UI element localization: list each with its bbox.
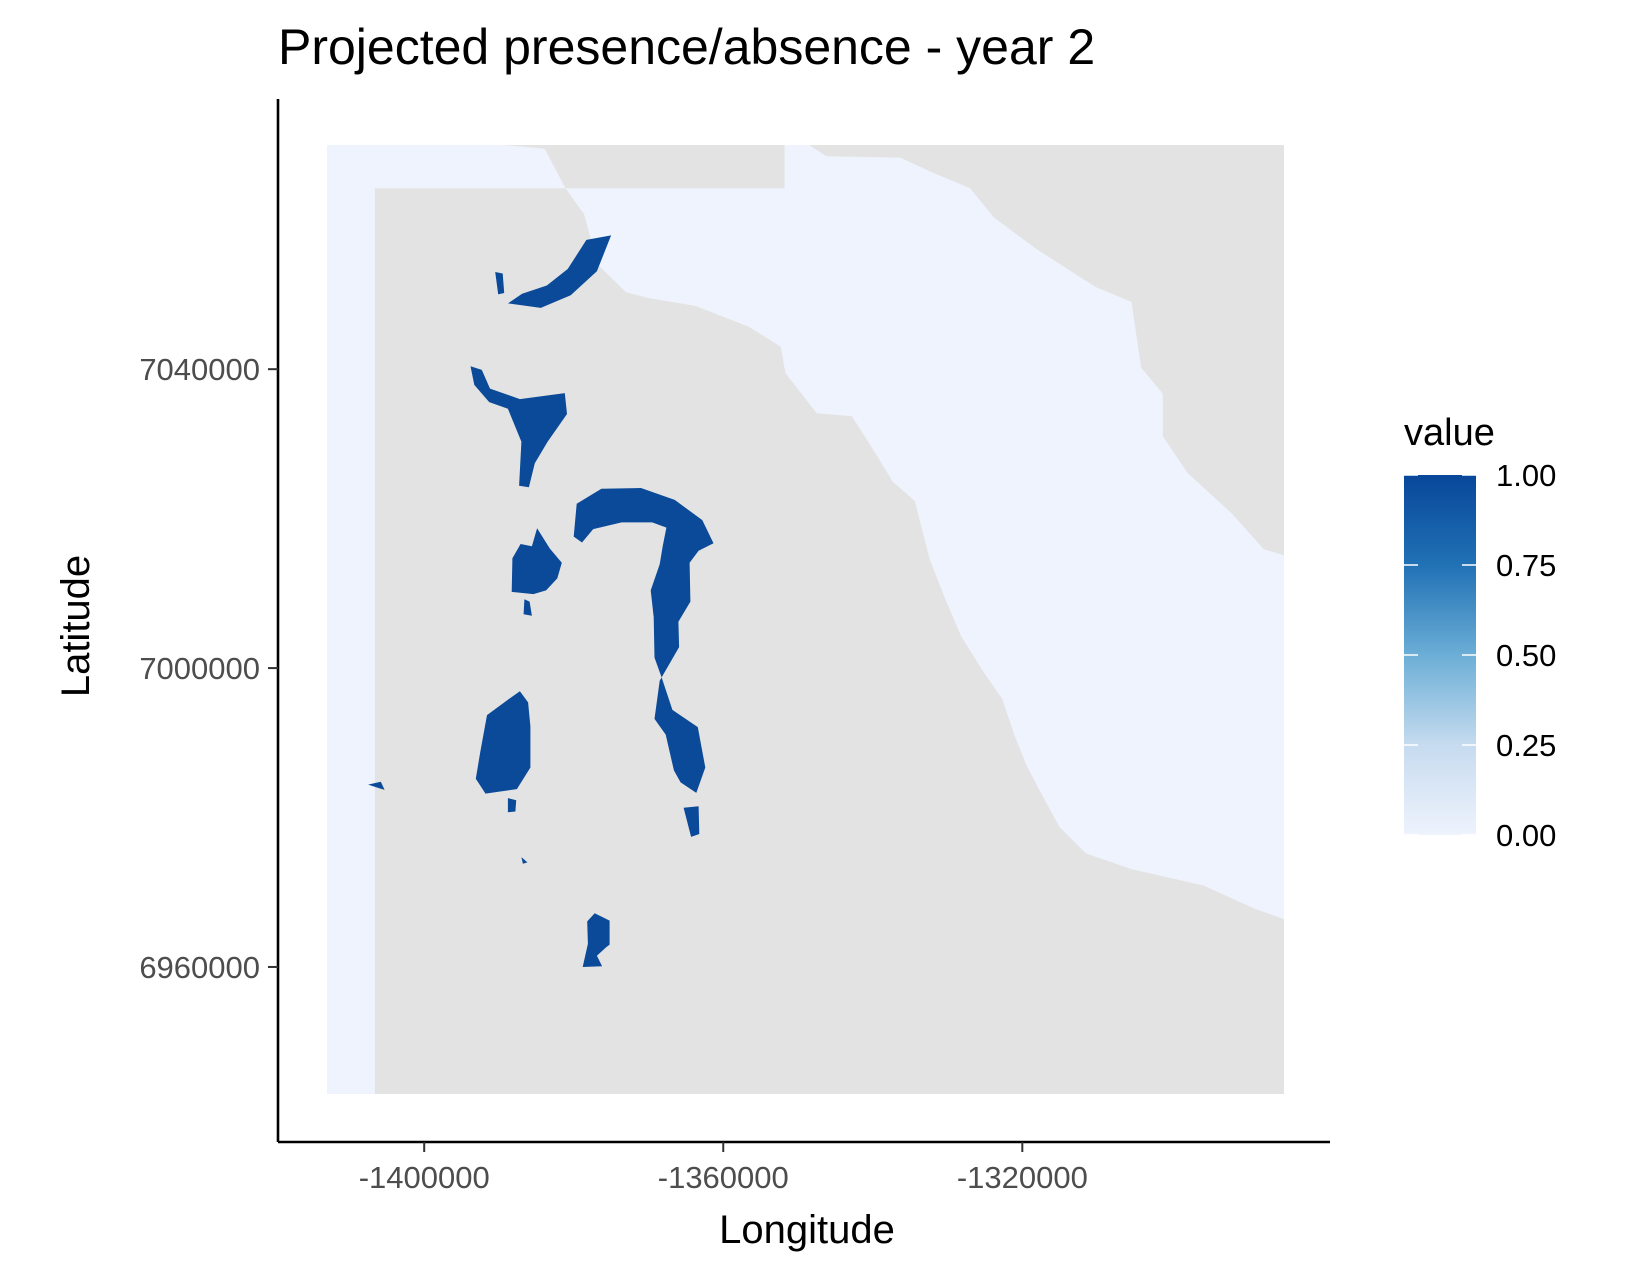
x-axis-title: Longitude <box>719 1208 895 1252</box>
presence-patch-8 <box>507 798 517 813</box>
presence-patch-7 <box>475 691 531 794</box>
presence-patch-10 <box>683 806 700 837</box>
presence-patches <box>327 145 1284 1094</box>
legend-label: 0.25 <box>1496 728 1556 763</box>
y-tick-label: 7000000 <box>139 651 260 686</box>
presence-patch-2 <box>495 272 505 295</box>
legend-label: 0.50 <box>1496 638 1556 673</box>
y-tick-label: 6960000 <box>139 950 260 985</box>
presence-patch-6 <box>523 599 532 616</box>
axes: -1400000 -1360000 -1320000 7040000 7000000 6… <box>139 99 1330 1195</box>
presence-patch-4 <box>573 488 714 793</box>
legend-label: 0.00 <box>1496 818 1556 853</box>
presence-patch-5 <box>511 528 562 595</box>
legend: value 1.00 0.75 0.50 0.25 0.00 <box>1404 412 1556 853</box>
presence-patch-11 <box>521 857 528 864</box>
presence-patch-12 <box>582 913 610 967</box>
x-tick-label: -1360000 <box>658 1160 789 1195</box>
absence-area <box>327 145 1284 1094</box>
x-tick-label: -1400000 <box>359 1160 490 1195</box>
legend-label: 1.00 <box>1496 458 1556 493</box>
legend-label: 0.75 <box>1496 548 1556 583</box>
x-ticks: -1400000 -1360000 -1320000 <box>359 1142 1088 1195</box>
y-tick-label: 7040000 <box>139 352 260 387</box>
presence-patch-3 <box>470 366 567 488</box>
presence-patch-1 <box>507 235 612 308</box>
presence-patch-9 <box>368 781 385 790</box>
y-ticks: 7040000 7000000 6960000 <box>139 352 278 985</box>
y-axis-title: Latitude <box>54 555 98 697</box>
legend-ticks: 1.00 0.75 0.50 0.25 0.00 <box>1404 458 1556 853</box>
x-tick-label: -1320000 <box>957 1160 1088 1195</box>
legend-title: value <box>1404 412 1495 454</box>
plot-panel <box>327 145 1284 1094</box>
chart-title: Projected presence/absence - year 2 <box>278 19 1095 75</box>
